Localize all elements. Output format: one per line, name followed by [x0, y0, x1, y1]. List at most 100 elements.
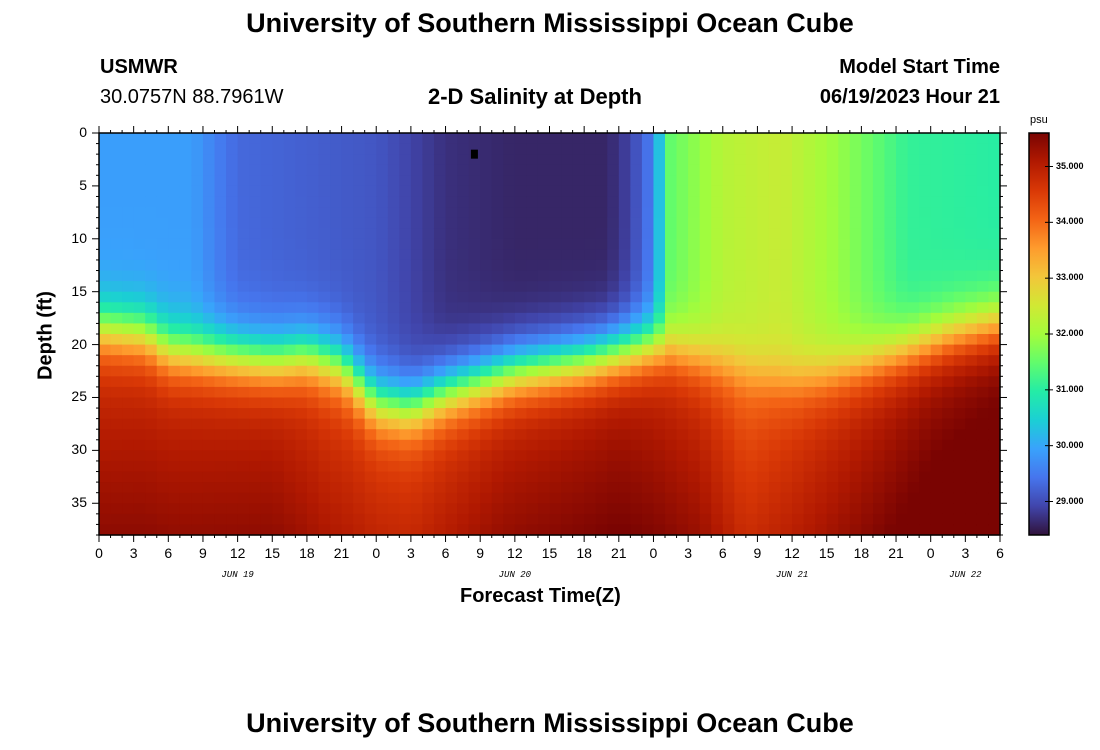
heatmap-cell — [387, 281, 400, 293]
heatmap-cell — [930, 164, 943, 176]
heatmap-cell — [376, 471, 389, 483]
heatmap-cell — [872, 143, 886, 155]
heatmap-cell — [780, 355, 793, 367]
heatmap-cell — [503, 460, 516, 473]
heatmap-cell — [202, 154, 216, 166]
heatmap-cell — [272, 249, 285, 261]
heatmap-cell — [364, 133, 377, 145]
heatmap-cell — [399, 259, 412, 272]
heatmap-cell — [330, 249, 343, 261]
heatmap-cell — [849, 175, 862, 187]
heatmap-cell — [491, 355, 504, 367]
heatmap-cell — [930, 312, 943, 325]
heatmap-cell — [711, 344, 724, 356]
heatmap-cell — [122, 365, 135, 377]
heatmap-cell — [584, 450, 597, 462]
heatmap-cell — [907, 143, 920, 155]
heatmap-cell — [341, 365, 354, 377]
heatmap-cell — [953, 460, 966, 473]
heatmap-cell — [526, 513, 539, 526]
heatmap-cell — [849, 143, 862, 155]
heatmap-cell — [942, 471, 955, 483]
heatmap-cell — [919, 323, 932, 335]
heatmap-cell — [688, 482, 701, 494]
heatmap-cell — [618, 207, 631, 219]
heatmap-cell — [988, 281, 1001, 293]
heatmap-cell — [399, 397, 412, 409]
heatmap-cell — [133, 524, 146, 536]
heatmap-cell — [734, 238, 747, 250]
heatmap-cell — [607, 270, 620, 282]
heatmap-cell — [815, 196, 828, 208]
heatmap-cell — [468, 365, 481, 377]
heatmap-cell — [480, 154, 493, 166]
heatmap-cell — [272, 439, 285, 451]
heatmap-cell — [480, 312, 493, 325]
heatmap-cell — [480, 386, 493, 399]
heatmap-cell — [872, 302, 886, 314]
heatmap-cell — [907, 154, 920, 166]
heatmap-cell — [214, 397, 227, 409]
heatmap-cell — [283, 175, 296, 187]
heatmap-cell — [792, 302, 805, 314]
heatmap-cell — [341, 196, 354, 208]
heatmap-cell — [295, 217, 308, 229]
heatmap-cell — [630, 259, 643, 272]
heatmap-cell — [433, 471, 447, 483]
heatmap-cell — [330, 302, 343, 314]
heatmap-cell — [815, 133, 828, 145]
heatmap-cell — [988, 164, 1001, 176]
heatmap-cell — [607, 429, 620, 441]
heatmap-cell — [353, 207, 366, 219]
heatmap-cell — [295, 164, 308, 176]
heatmap-cell — [364, 524, 377, 536]
heatmap-cell — [330, 460, 343, 473]
heatmap-cell — [156, 365, 169, 377]
heatmap-cell — [330, 207, 343, 219]
heatmap-cell — [526, 133, 539, 145]
heatmap-cell — [676, 302, 689, 314]
heatmap-cell — [688, 302, 701, 314]
heatmap-cell — [503, 281, 516, 293]
heatmap-cell — [537, 386, 551, 399]
heatmap-cell — [618, 175, 631, 187]
heatmap-cell — [457, 503, 470, 515]
heatmap-cell — [330, 143, 343, 155]
heatmap-cell — [826, 154, 839, 166]
heatmap-cell — [156, 397, 169, 409]
heatmap-cell — [872, 513, 886, 526]
heatmap-cell — [376, 439, 389, 451]
heatmap-cell — [722, 185, 735, 198]
heatmap-cell — [514, 450, 527, 462]
heatmap-cell — [306, 397, 320, 409]
heatmap-cell — [433, 334, 447, 346]
heatmap-cell — [202, 429, 216, 441]
heatmap-cell — [930, 365, 943, 377]
heatmap-cell — [318, 513, 331, 526]
heatmap-cell — [896, 334, 909, 346]
heatmap-cell — [988, 429, 1001, 441]
heatmap-cell — [168, 386, 181, 399]
heatmap-cell — [722, 249, 735, 261]
heatmap-cell — [676, 513, 689, 526]
heatmap-cell — [884, 408, 897, 420]
heatmap-cell — [919, 344, 932, 356]
heatmap-cell — [364, 185, 377, 198]
heatmap-cell — [318, 154, 331, 166]
heatmap-cell — [549, 418, 562, 430]
heatmap-cell — [503, 418, 516, 430]
heatmap-cell — [272, 418, 285, 430]
heatmap-cell — [549, 281, 562, 293]
heatmap-cell — [226, 334, 239, 346]
heatmap-cell — [768, 259, 782, 272]
heatmap-cell — [815, 429, 828, 441]
heatmap-cell — [953, 133, 966, 145]
heatmap-cell — [410, 460, 424, 473]
heatmap-cell — [953, 143, 966, 155]
heatmap-cell — [306, 439, 320, 451]
heatmap-cell — [699, 376, 712, 388]
heatmap-cell — [445, 450, 458, 462]
heatmap-cell — [249, 418, 262, 430]
heatmap-cell — [387, 175, 400, 187]
heatmap-cell — [641, 344, 655, 356]
